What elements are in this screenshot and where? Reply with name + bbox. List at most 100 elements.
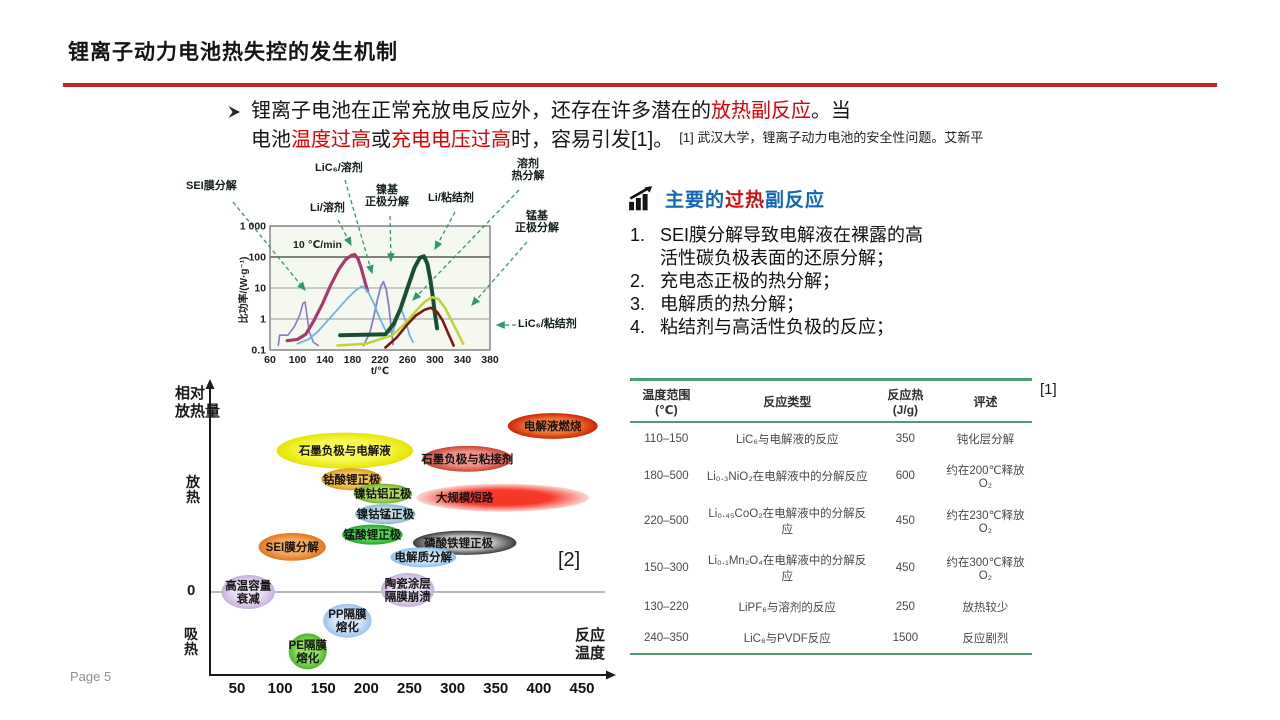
intro-highlight: 温度过高 xyxy=(291,129,371,151)
overheat-heading: 主要的过热副反应 xyxy=(665,185,825,212)
bubble-label: 高温容量衰减 xyxy=(225,579,271,606)
table-row: 110–150 LiC₆与电解液的反应 350 钝化层分解 xyxy=(630,422,1032,454)
axis-tick: 1 xyxy=(260,314,266,326)
table-cell: 钝化层分解 xyxy=(956,433,1015,446)
bubble xyxy=(355,504,416,525)
axis-tick: 150 xyxy=(311,680,336,697)
list-number: 2. xyxy=(630,271,646,291)
heading-part: 主要的 xyxy=(665,190,726,211)
bubble xyxy=(381,572,435,607)
table-cell: 110–150 xyxy=(644,432,689,445)
bubble xyxy=(323,603,372,638)
dsc-curve xyxy=(296,285,414,345)
axis-tick: 100 xyxy=(268,680,293,697)
dsc-curve xyxy=(336,296,465,347)
axis-tick: 0.1 xyxy=(251,345,266,357)
bubble xyxy=(342,524,403,545)
bubble-label: 镍钴铝正极 xyxy=(354,487,412,501)
table-cell: 450 xyxy=(895,514,915,527)
table-cell: LiC₆与PVDF反应 xyxy=(743,632,831,645)
bubble-label: SEI膜分解 xyxy=(266,540,320,554)
intro-highlight: 充电电压过高 xyxy=(391,129,511,151)
axis-tick: 10 xyxy=(254,283,266,295)
intro-line-2: 电池温度过高或充电电压过高时，容易引发[1]。 [1] 武汉大学，锂离子动力电池的… xyxy=(251,126,983,156)
table-cell: 约在200℃释放O₂ xyxy=(946,464,1025,490)
dsc-chart-canvas: 1 000 100 10 1 0.1 60 100 140 180 220 260 300 340 38… xyxy=(232,179,528,377)
heading-part: 副反应 xyxy=(765,190,826,211)
axis-tick: 350 xyxy=(483,680,508,697)
bubble-label: 电解液燃烧 xyxy=(524,419,582,433)
table-row: 220–500 Li₀.₄₅CoO₂在电解液中的分解反应 450 约在230℃释放O₂ xyxy=(630,497,1032,544)
dsc-curve xyxy=(285,252,370,343)
bubble xyxy=(258,533,326,561)
table-cell: 150–300 xyxy=(643,561,689,574)
table-header-cell: 评述 xyxy=(938,379,1032,423)
bar-chart-icon xyxy=(629,186,653,211)
list-item: 3. 电解质的热分解； xyxy=(630,293,950,316)
list-text: SEI膜分解导致电解液在裸露的高活性碳负极表面的还原分解； xyxy=(660,225,924,268)
axis-tick: 400 xyxy=(526,680,551,697)
bullet-arrow-icon xyxy=(228,106,240,118)
heading-part: 过热 xyxy=(725,190,766,211)
bubble-label: PE隔膜熔化 xyxy=(289,638,328,665)
intro-text: 或 xyxy=(371,129,391,151)
intro-text: 。当 xyxy=(811,100,851,122)
page-number: Page 5 xyxy=(70,669,112,684)
bubble xyxy=(221,575,275,609)
bubble-label: 钴酸锂正极 xyxy=(323,472,381,486)
bubble-label: 大规模短路 xyxy=(436,491,494,505)
table-cell: Li₀.₁Mn₂O₄在电解液中的分解反应 xyxy=(708,554,867,583)
dsc-curve xyxy=(362,280,395,347)
bubble xyxy=(416,483,589,512)
citation-note: [1] 武汉大学，锂离子动力电池的安全性问题。艾新平 xyxy=(679,130,984,145)
table-cell: 250 xyxy=(895,600,915,613)
bubble-label: 石墨负极与电解液 xyxy=(298,444,391,458)
list-item: 2. 充电态正极的热分解； xyxy=(630,270,950,293)
bubble-x-ticks: 50 100 150 200 250 300 350 400 450 xyxy=(229,680,595,697)
list-text: 电解质的热分解； xyxy=(660,294,804,314)
intro-text: 电池 xyxy=(251,129,291,151)
table-cell: Li₀.₃NiO₂在电解液中的分解反应 xyxy=(706,470,868,483)
axis-tick: 450 xyxy=(569,680,594,697)
dsc-curve xyxy=(384,306,455,349)
table-header-cell: 反应热 (J/g) xyxy=(871,379,939,423)
table-header-row: 温度范围(℃) 反应类型 反应热 (J/g) 评述 xyxy=(630,379,1032,423)
bubble-label: 磷酸铁锂正极 xyxy=(424,536,493,550)
bubble-label: 石墨负极与粘接剂 xyxy=(420,452,513,466)
overheat-heading-row: 主要的过热副反应 xyxy=(628,185,825,212)
axis-tick: 60 xyxy=(264,354,276,366)
bubble xyxy=(321,468,382,491)
dsc-x-ticks: 60 100 140 180 220 260 300 340 380 xyxy=(264,354,499,366)
axes xyxy=(209,387,608,676)
list-item: 4. 粘结剂与高活性负极的反应； xyxy=(630,316,950,339)
table-cell: 1500 xyxy=(892,631,919,644)
page-title: 锂离子动力电池热失控的发生机制 xyxy=(68,41,398,64)
axis-tick: 100 xyxy=(248,252,266,264)
bubble-label: 锰酸锂正极 xyxy=(344,528,402,542)
bubble xyxy=(390,547,457,568)
axis-tick: 300 xyxy=(440,680,465,697)
reference-1: [1] xyxy=(1040,381,1057,398)
table-cell: Li₀.₄₅CoO₂在电解液中的分解反应 xyxy=(708,507,867,536)
list-text: 粘结剂与高活性负极的反应； xyxy=(660,317,894,337)
dsc-curves xyxy=(277,252,465,349)
table-row: 130–220 LiPF₆与溶剂的反应 250 放热较少 xyxy=(630,591,1032,622)
table-cell: 600 xyxy=(895,469,915,482)
bubble xyxy=(507,413,598,439)
axis-tick: 220 xyxy=(371,354,389,366)
bubble-label: 电解质分解 xyxy=(395,550,453,564)
bubble xyxy=(353,483,413,504)
table-row: 240–350 LiC₆与PVDF反应 1500 反应剧烈 xyxy=(630,622,1032,654)
dsc-x-axis-label: t/℃ xyxy=(371,366,389,377)
table-cell: 约在230℃释放O₂ xyxy=(946,509,1025,535)
table-cell: LiPF₆与溶剂的反应 xyxy=(738,601,836,614)
intro-line-1: 锂离子电池在正常充放电反应外，还存在许多潜在的放热副反应。当 xyxy=(251,97,983,126)
axis-tick: 140 xyxy=(316,354,334,366)
table-cell: 130–220 xyxy=(643,600,689,613)
intro-highlight: 放热副反应 xyxy=(711,100,811,122)
y-axis-arrow xyxy=(205,379,215,389)
bubble-label: 镍钴锰正极 xyxy=(357,507,415,521)
